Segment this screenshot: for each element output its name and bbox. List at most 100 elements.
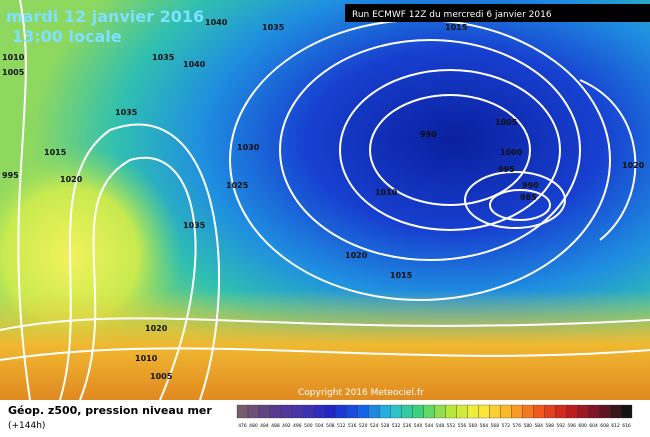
scale-label: 560 — [469, 423, 478, 429]
scale-label: 492 — [282, 423, 291, 429]
scale-swatch — [609, 404, 622, 419]
footer-lead: (+144h) — [8, 421, 45, 431]
isobars — [0, 0, 650, 400]
isobar-label: 1030 — [237, 143, 260, 152]
scale-label: 548 — [436, 423, 445, 429]
scale-swatch — [555, 404, 567, 419]
scale-swatch — [566, 404, 578, 419]
run-info: Run ECMWF 12Z du mercredi 6 janvier 2016 — [352, 10, 552, 20]
isobar-label: 1020 — [345, 251, 368, 260]
scale-swatch — [620, 404, 633, 419]
scale-label: 568 — [491, 423, 500, 429]
scale-swatch — [544, 404, 556, 419]
isobar-label: 1015 — [390, 271, 413, 280]
scale-swatch — [313, 404, 325, 419]
isobar-label: 1000 — [500, 148, 523, 157]
scale-label: 596 — [567, 423, 576, 429]
scale-label: 584 — [534, 423, 543, 429]
scale-swatch — [280, 404, 293, 419]
scale-swatch — [390, 404, 402, 419]
scale-label: 496 — [293, 423, 302, 429]
scale-label: 552 — [447, 423, 456, 429]
scale-swatch — [533, 404, 545, 419]
scale-swatch — [587, 404, 600, 419]
scale-label: 512 — [337, 423, 346, 429]
scale-swatch — [357, 404, 369, 419]
footer-title: Géop. z500, pression niveau mer — [8, 404, 212, 417]
scale-swatch — [522, 404, 534, 419]
scale-swatch — [511, 404, 523, 419]
scale-swatch — [500, 404, 512, 419]
scale-label: 520 — [359, 423, 368, 429]
scale-swatch — [489, 404, 501, 419]
scale-swatch — [247, 404, 260, 419]
scale-label: 528 — [381, 423, 390, 429]
scale-label: 592 — [556, 423, 565, 429]
scale-swatch — [467, 404, 479, 419]
scale-swatch — [379, 404, 391, 419]
scale-label: 524 — [370, 423, 379, 429]
scale-label: 484 — [260, 423, 269, 429]
isobar-label: 1010 — [375, 188, 398, 197]
isobar-label: 1005 — [495, 118, 518, 127]
scale-label: 580 — [523, 423, 532, 429]
scale-label: 536 — [403, 423, 412, 429]
scale-label: 508 — [326, 423, 335, 429]
isobar-label: 1035 — [262, 23, 285, 32]
scale-label: 604 — [589, 423, 598, 429]
scale-swatch — [478, 404, 490, 419]
isobar-label: 1020 — [60, 175, 83, 184]
scale-label: 540 — [414, 423, 423, 429]
scale-label: 480 — [249, 423, 258, 429]
isobar-label: 1035 — [152, 53, 175, 62]
isobar-label: 1005 — [150, 372, 173, 381]
scale-label: 532 — [392, 423, 401, 429]
isobar-label: 995 — [2, 171, 19, 180]
isobar-label: 1010 — [2, 53, 25, 62]
scale-label: 564 — [480, 423, 489, 429]
scale-label: 504 — [315, 423, 324, 429]
date: mardi 12 janvier 2016 — [6, 7, 204, 26]
scale-swatch — [401, 404, 413, 419]
scale-label: 588 — [545, 423, 554, 429]
isobar-label: 1025 — [226, 181, 249, 190]
scale-swatch — [576, 404, 589, 419]
scale-swatch — [598, 404, 611, 419]
scale-label: 608 — [600, 423, 609, 429]
scale-swatch — [434, 404, 446, 419]
run-box — [345, 4, 650, 22]
scale-swatch — [236, 404, 249, 419]
isobar-label: 990 — [522, 181, 539, 190]
scale-swatch — [302, 404, 314, 419]
scale-swatch — [335, 404, 347, 419]
scale-swatch — [445, 404, 457, 419]
scale-swatch — [324, 404, 336, 419]
isobar-label: 985 — [520, 193, 537, 202]
scale-swatch — [423, 404, 435, 419]
scale-label: 576 — [512, 423, 521, 429]
south-field — [0, 290, 650, 400]
scale-swatch — [346, 404, 358, 419]
time: 13:00 locale — [12, 27, 122, 46]
isobar-label: 995 — [498, 165, 515, 174]
scale-swatch — [412, 404, 424, 419]
scale-label: 612 — [611, 423, 620, 429]
isobar-label: 1020 — [622, 161, 645, 170]
scale-label: 500 — [304, 423, 313, 429]
scale-label: 488 — [271, 423, 280, 429]
scale-swatch — [258, 404, 271, 419]
scale-label: 556 — [458, 423, 467, 429]
scale-label: 600 — [578, 423, 587, 429]
isobar-label: 1020 — [145, 324, 168, 333]
isobar-label: 1010 — [135, 354, 158, 363]
scale-label: 516 — [348, 423, 357, 429]
scale-swatch — [456, 404, 468, 419]
isobar-label: 1005 — [2, 68, 25, 77]
scale-swatch — [291, 404, 303, 419]
copyright: Copyright 2016 Meteociel.fr — [298, 388, 424, 398]
scale-label: 572 — [502, 423, 511, 429]
isobar-label: 1015 — [445, 23, 468, 32]
isobar-label: 1040 — [183, 60, 206, 69]
scale-swatch — [368, 404, 380, 419]
